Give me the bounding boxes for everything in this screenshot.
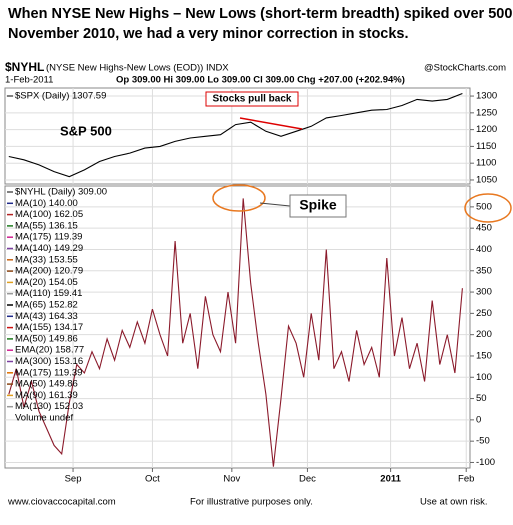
title-line: November 2010, we had a very minor corre…: [8, 26, 409, 42]
legend-label: EMA(20) 158.77: [15, 345, 84, 356]
y-tick-label: 450: [476, 223, 492, 234]
legend-label: Volume undef: [15, 413, 73, 424]
y-tick-label: 1100: [476, 158, 496, 169]
annotation: S&P 500: [60, 123, 112, 138]
x-tick-label: Sep: [65, 474, 82, 485]
annotation: Spike: [299, 197, 337, 213]
highlight: [464, 193, 512, 223]
source: @StockCharts.com: [424, 63, 506, 74]
y-tick-label: 250: [476, 308, 492, 319]
legend-label: MA(10) 140.00: [15, 198, 78, 209]
description: (NYSE New Highs-New Lows (EOD)) INDX: [46, 63, 229, 74]
legend-label: MA(175) 119.39: [15, 232, 82, 243]
y-tick-label: 400: [476, 244, 492, 255]
legend-label: MA(90) 161.39: [15, 390, 78, 401]
y-tick-label: 500: [476, 201, 492, 212]
annotation-arrow: [259, 202, 291, 207]
legend-label: MA(110) 159.41: [15, 288, 82, 299]
x-tick-label: Dec: [299, 474, 316, 485]
y-tick-label: 1300: [476, 91, 497, 102]
y-tick-label: -100: [476, 457, 495, 468]
y-tick-label: 200: [476, 329, 492, 340]
legend-label: MA(155) 134.17: [15, 322, 83, 333]
y-tick-label: 50: [476, 393, 487, 404]
legend-label: MA(100) 162.05: [15, 209, 83, 220]
legend-label: MA(33) 153.55: [15, 254, 78, 265]
x-tick-label: 2011: [380, 474, 401, 485]
legend-label: MA(65) 152.82: [15, 300, 78, 311]
data-line: [8, 198, 463, 467]
spx-panel: [4, 87, 471, 185]
y-tick-label: 100: [476, 372, 492, 383]
legend-label: MA(140) 149.29: [15, 243, 83, 254]
y-tick-label: 350: [476, 265, 492, 276]
quote: Op 309.00 Hi 309.00 Lo 309.00 Cl 309.00 …: [116, 75, 405, 86]
annotation-arrow: [239, 117, 303, 130]
legend-label: $NYHL (Daily) 309.00: [15, 187, 107, 198]
legend-label: MA(175) 119.39: [15, 367, 82, 378]
legend-label: MA(50) 149.86: [15, 333, 78, 344]
symbol: $NYHL: [5, 60, 44, 74]
annotation: Stocks pull back: [213, 94, 292, 105]
footer-right: Use at own risk.: [420, 497, 488, 508]
legend-label: MA(55) 136.15: [15, 220, 78, 231]
x-tick-label: Nov: [223, 474, 240, 485]
y-tick-label: 300: [476, 287, 492, 298]
legend-label: $SPX (Daily) 1307.59: [15, 91, 106, 102]
legend-label: MA(130) 152.03: [15, 401, 83, 412]
legend-label: MA(43) 164.33: [15, 311, 78, 322]
y-tick-label: 1250: [476, 107, 497, 118]
title-line: When NYSE New Highs – New Lows (short-te…: [8, 6, 513, 22]
y-tick-label: 1150: [476, 141, 496, 152]
footer-left: www.ciovaccocapital.com: [7, 497, 116, 508]
y-tick-label: 1050: [476, 174, 497, 185]
legend-label: MA(20) 154.05: [15, 277, 78, 288]
legend-label: MA(300) 153.16: [15, 356, 83, 367]
x-tick-label: Feb: [458, 474, 474, 485]
legend-label: MA(50) 149.86: [15, 379, 78, 390]
legend-label: MA(200) 120.79: [15, 266, 83, 277]
y-tick-label: -50: [476, 436, 490, 447]
data-line: [8, 92, 463, 178]
y-tick-label: 150: [476, 350, 492, 361]
y-tick-label: 1200: [476, 124, 497, 135]
annotation-box: [289, 194, 347, 218]
highlight: [212, 184, 266, 212]
y-tick-label: 0: [476, 414, 481, 425]
footer-center: For illustrative purposes only.: [190, 497, 313, 508]
annotation-box: [205, 91, 299, 107]
date: 1-Feb-2011: [5, 75, 53, 86]
nyhl-panel: [4, 185, 471, 469]
x-tick-label: Oct: [145, 474, 160, 485]
